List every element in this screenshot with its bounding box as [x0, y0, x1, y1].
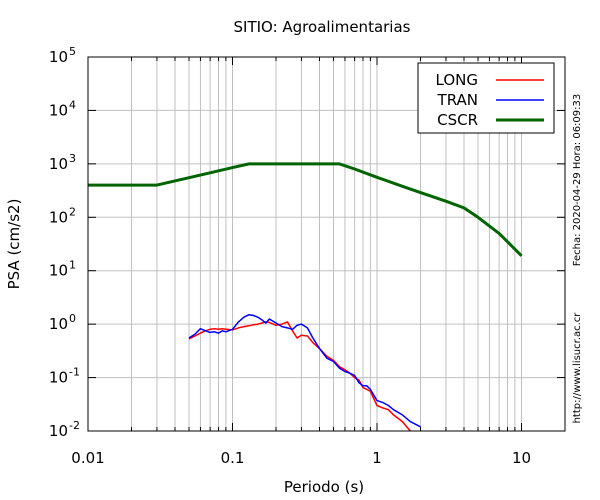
y-tick-exponent: 4 — [69, 98, 76, 111]
y-tick-label: 10 — [49, 422, 68, 440]
y-tick-label: 10 — [49, 208, 68, 226]
y-tick-label: 10 — [49, 48, 68, 66]
y-tick-exponent: 0 — [69, 312, 76, 325]
x-axis-title: Periodo (s) — [284, 478, 364, 496]
x-tick-label: 1 — [372, 449, 382, 467]
x-tick-label: 0.01 — [71, 449, 104, 467]
y-tick-exponent: 3 — [69, 152, 76, 165]
url-note: http://www.lisucr.ac.cr — [572, 312, 583, 424]
y-tick-label: 10 — [49, 262, 68, 280]
timestamp-note: Fecha: 2020-04-29 Hora: 06:09:33 — [572, 94, 583, 267]
plot-frame — [87, 56, 566, 432]
y-tick-exponent: 5 — [69, 45, 76, 58]
y-axis-title: PSA (cm/s2) — [5, 199, 23, 290]
series-line-tran — [188, 313, 421, 428]
y-tick-exponent: -2 — [69, 419, 80, 432]
x-tick-label: 10 — [512, 449, 531, 467]
axis-ticks — [87, 56, 566, 432]
y-tick-exponent: -1 — [69, 366, 80, 379]
x-tick-labels: 0.01 0.1 1 10 — [71, 449, 531, 467]
y-tick-label: 10 — [49, 369, 68, 387]
series-line-long — [188, 321, 411, 432]
legend: LONG TRAN CSCR — [417, 62, 555, 134]
series-layer — [88, 162, 523, 432]
y-tick-label: 10 — [49, 101, 68, 119]
legend-label-long: LONG — [436, 71, 478, 89]
y-tick-label: 10 — [49, 315, 68, 333]
y-tick-label: 10 — [49, 155, 68, 173]
series-line-cscr — [88, 162, 523, 257]
chart-title: SITIO: Agroalimentarias — [234, 18, 411, 36]
y-tick-exponent: 1 — [69, 259, 76, 272]
legend-label-cscr: CSCR — [437, 111, 478, 129]
legend-label-tran: TRAN — [437, 91, 478, 109]
y-tick-exponent: 2 — [69, 205, 76, 218]
x-tick-label: 0.1 — [221, 449, 245, 467]
